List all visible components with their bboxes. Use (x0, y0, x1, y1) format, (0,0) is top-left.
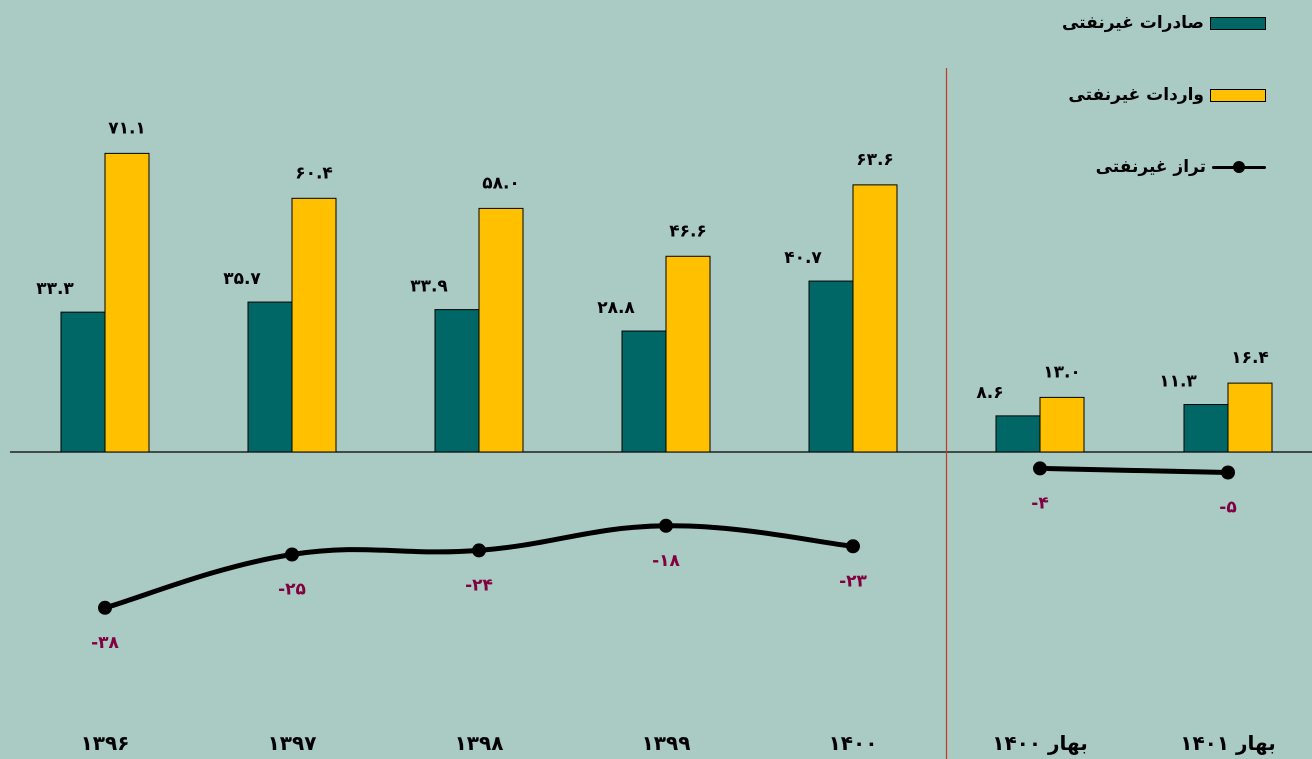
data-label-balance: -۲۵ (278, 580, 306, 600)
bar-exports (808, 280, 854, 453)
balance-point (1033, 461, 1047, 476)
bar-exports (60, 311, 106, 453)
data-label-exports: ۴۰.۷ (784, 248, 822, 268)
data-label-balance: -۲۳ (839, 571, 867, 591)
balance-point (472, 543, 486, 558)
bar-imports (1039, 396, 1085, 453)
legend-label-exports: صادرات غیرنفتی (1061, 13, 1204, 33)
data-label-exports: ۸.۶ (976, 383, 1003, 403)
x-tick-label: ۱۳۹۸ (455, 731, 504, 755)
legend-item-imports: واردات غیرنفتی (986, 82, 1266, 108)
bar-exports (995, 415, 1041, 453)
x-tick-label: ۱۳۹۹ (642, 731, 691, 755)
legend-swatch-imports (1210, 88, 1266, 102)
bar-imports (104, 152, 150, 453)
data-label-balance: -۴ (1031, 493, 1048, 513)
data-label-imports: ۱۶.۴ (1231, 348, 1269, 368)
bar-imports (291, 197, 337, 453)
balance-line-annual (104, 523, 854, 611)
bar-exports (621, 330, 667, 453)
bar-imports (665, 255, 711, 453)
balance-point (659, 518, 673, 533)
x-tick-label: ۱۴۰۰ (829, 731, 878, 755)
data-label-exports: ۳۵.۷ (223, 269, 261, 289)
legend-item-exports: صادرات غیرنفتی (986, 10, 1266, 36)
data-label-imports: ۷۱.۱ (108, 118, 146, 138)
data-label-imports: ۱۳.۰ (1043, 362, 1081, 382)
legend-swatch-exports (1210, 16, 1266, 30)
data-label-imports: ۶۳.۶ (856, 150, 894, 170)
balance-line-spring (1039, 465, 1229, 475)
data-label-exports: ۳۳.۳ (36, 279, 74, 299)
balance-point (285, 547, 299, 562)
bar-exports (434, 309, 480, 453)
data-label-exports: ۱۱.۳ (1159, 372, 1197, 392)
data-label-imports: ۵۸.۰ (482, 173, 520, 193)
data-label-exports: ۲۸.۸ (597, 298, 635, 318)
x-tick-label: ۱۳۹۷ (268, 731, 317, 755)
data-label-imports: ۴۶.۶ (669, 221, 707, 241)
data-label-balance: -۳۸ (91, 633, 119, 653)
balance-point (98, 600, 112, 615)
x-tick-label: ۱۳۹۶ (81, 731, 130, 755)
data-label-exports: ۳۳.۹ (410, 277, 448, 297)
legend-swatch-balance (1212, 161, 1266, 173)
bar-imports (852, 184, 898, 453)
legend: صادرات غیرنفتی واردات غیرنفتی تراز غیرنف… (986, 10, 1266, 226)
x-tick-label: بهار ۱۴۰۰ (992, 731, 1088, 755)
data-label-balance: -۱۸ (652, 551, 680, 571)
legend-item-balance: تراز غیرنفتی (986, 154, 1266, 180)
bar-exports (1183, 404, 1229, 453)
data-label-balance: -۲۴ (465, 575, 493, 595)
legend-label-balance: تراز غیرنفتی (1095, 157, 1206, 177)
bar-exports (247, 301, 293, 453)
bar-imports (1227, 382, 1273, 453)
balance-point (1221, 465, 1235, 480)
data-label-balance: -۵ (1219, 498, 1236, 518)
balance-point (846, 539, 860, 554)
legend-label-imports: واردات غیرنفتی (1068, 85, 1204, 105)
bar-imports (478, 207, 524, 453)
data-label-imports: ۶۰.۴ (295, 163, 333, 183)
x-tick-label: بهار ۱۴۰۱ (1180, 731, 1276, 755)
